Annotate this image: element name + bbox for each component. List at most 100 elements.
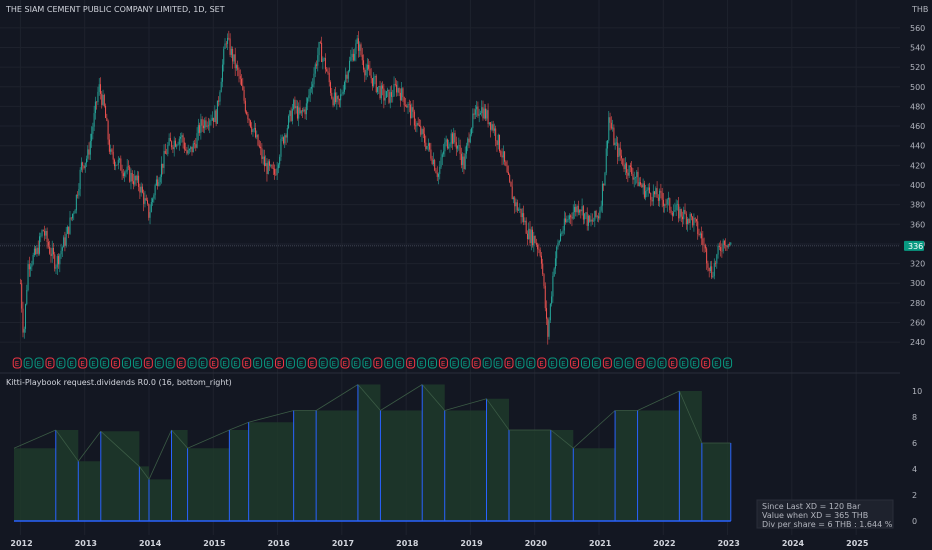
earnings-marker[interactable]: E <box>449 357 459 369</box>
earnings-marker[interactable]: E <box>307 357 317 369</box>
earnings-marker[interactable]: E <box>570 357 580 369</box>
price-tick-label: 280 <box>910 299 925 308</box>
candle-body <box>113 159 115 167</box>
earnings-marker[interactable]: E <box>668 357 678 369</box>
earnings-marker[interactable]: E <box>67 357 77 369</box>
earnings-marker[interactable]: E <box>471 357 481 369</box>
earnings-marker[interactable]: E <box>395 357 405 369</box>
candle-body <box>332 98 334 106</box>
earnings-marker[interactable]: E <box>264 357 274 369</box>
earnings-marker[interactable]: E <box>591 357 601 369</box>
candle-body <box>552 276 554 297</box>
earnings-marker[interactable]: E <box>111 357 121 369</box>
candle-body <box>378 86 380 88</box>
earnings-marker[interactable]: E <box>176 357 186 369</box>
candle-body <box>640 182 642 185</box>
earnings-marker[interactable]: E <box>89 357 99 369</box>
earnings-marker[interactable]: E <box>198 357 208 369</box>
earnings-marker[interactable]: E <box>602 357 612 369</box>
candle-body <box>202 125 204 129</box>
svg-text:E: E <box>15 360 19 368</box>
candle-body <box>340 94 342 101</box>
earnings-marker[interactable]: E <box>275 357 284 369</box>
candle-body <box>622 158 624 166</box>
earnings-marker[interactable]: E <box>417 357 427 369</box>
earnings-marker[interactable]: E <box>384 357 394 369</box>
earnings-marker[interactable]: E <box>537 357 547 369</box>
earnings-marker[interactable]: E <box>122 357 131 369</box>
earnings-marker[interactable]: E <box>679 357 689 369</box>
earnings-marker[interactable]: E <box>635 357 645 369</box>
earnings-marker[interactable]: E <box>613 357 623 369</box>
earnings-marker[interactable]: E <box>482 357 492 369</box>
candle-body <box>567 219 569 220</box>
earnings-marker[interactable]: E <box>504 357 514 369</box>
candle-body <box>491 124 493 130</box>
earnings-marker[interactable]: E <box>253 357 263 369</box>
earnings-marker[interactable]: E <box>351 357 361 369</box>
earnings-marker[interactable]: E <box>231 357 241 369</box>
earnings-marker[interactable]: E <box>23 357 33 369</box>
earnings-marker[interactable]: E <box>187 357 197 369</box>
candle-body <box>352 53 354 61</box>
earnings-marker[interactable]: E <box>154 357 164 369</box>
earnings-marker[interactable]: E <box>100 357 110 369</box>
candle-body <box>59 254 61 265</box>
earnings-marker[interactable]: E <box>56 357 66 369</box>
earnings-marker[interactable]: E <box>34 357 44 369</box>
earnings-marker[interactable]: E <box>690 357 700 369</box>
candle-body <box>520 208 522 218</box>
time-axis[interactable]: 2012 2013 2014 2015 2016 2017 2018 2019 2020 2021… <box>10 539 868 548</box>
earnings-marker[interactable]: E <box>515 357 525 369</box>
earnings-marker[interactable]: E <box>165 357 175 369</box>
earnings-marker[interactable]: E <box>428 357 437 369</box>
earnings-marker[interactable]: E <box>78 357 88 369</box>
earnings-marker[interactable]: E <box>526 357 536 369</box>
earnings-marker[interactable]: E <box>646 357 656 369</box>
earnings-marker[interactable]: E <box>624 357 634 369</box>
candle-body <box>239 75 241 79</box>
candle-body <box>487 110 489 125</box>
candle-body <box>201 119 203 126</box>
earnings-marker[interactable]: E <box>657 357 667 369</box>
candle-body <box>97 91 99 102</box>
earnings-marker[interactable]: E <box>329 357 339 369</box>
earnings-marker[interactable]: E <box>132 357 142 369</box>
candle-body <box>713 263 715 277</box>
candle-body <box>632 174 634 180</box>
earnings-marker[interactable]: E <box>438 357 448 369</box>
earnings-marker[interactable]: E <box>12 357 22 369</box>
earnings-marker[interactable]: E <box>285 357 295 369</box>
earnings-marker[interactable]: E <box>45 357 55 369</box>
earnings-marker[interactable]: E <box>373 357 383 369</box>
earnings-marker[interactable]: E <box>559 357 569 369</box>
earnings-marker[interactable]: E <box>242 357 252 369</box>
candle-body <box>631 167 633 175</box>
earnings-marker[interactable]: E <box>581 357 590 369</box>
earnings-marker[interactable]: E <box>548 357 558 369</box>
earnings-marker[interactable]: E <box>701 357 711 369</box>
earnings-marker[interactable]: E <box>318 357 328 369</box>
earnings-marker[interactable]: E <box>406 357 416 369</box>
candle-body <box>589 215 591 222</box>
earnings-marker[interactable]: E <box>220 357 230 369</box>
candle-body <box>38 236 40 254</box>
earnings-marker[interactable]: E <box>723 357 733 369</box>
price-axis[interactable]: 2402602803003203403603804004204404604805… <box>910 24 925 347</box>
earnings-marker[interactable]: E <box>362 357 372 369</box>
earnings-marker[interactable]: E <box>460 357 470 369</box>
candle-body <box>664 204 666 206</box>
earnings-marker[interactable]: E <box>493 357 503 369</box>
candle-body <box>380 85 382 99</box>
earnings-marker[interactable]: E <box>712 357 722 369</box>
candle-body <box>448 146 450 149</box>
earnings-marker[interactable]: E <box>209 357 219 369</box>
dividend-trend <box>678 390 703 444</box>
earnings-marker[interactable]: E <box>340 357 350 369</box>
earnings-marker[interactable]: E <box>296 357 306 369</box>
candle-body <box>680 209 682 217</box>
candle-body <box>455 142 457 149</box>
earnings-marker[interactable]: E <box>143 357 153 369</box>
